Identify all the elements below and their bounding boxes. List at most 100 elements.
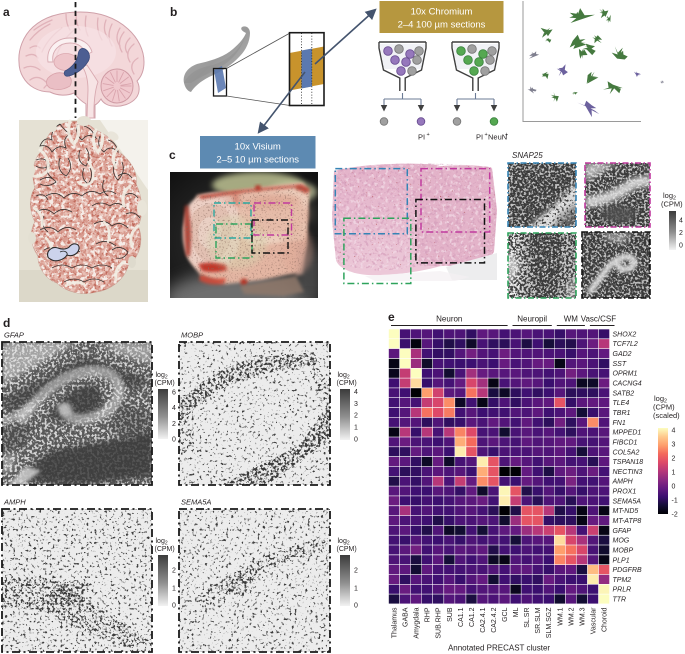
svg-text:PI: PI: [418, 133, 425, 142]
svg-text:log2: log2: [663, 191, 676, 202]
svg-text:SNAP25: SNAP25: [512, 151, 543, 160]
svg-text:ML: ML: [513, 607, 520, 617]
svg-text:Thalamus: Thalamus: [392, 607, 399, 638]
svg-text:10x Chromium: 10x Chromium: [411, 7, 473, 18]
svg-text:2: 2: [679, 230, 683, 237]
svg-text:PDGFRB: PDGFRB: [613, 567, 643, 574]
svg-text:4: 4: [679, 218, 683, 225]
svg-text:+: +: [505, 132, 508, 138]
svg-text:2–4 100 µm sections: 2–4 100 µm sections: [398, 20, 486, 31]
svg-text:TBR1: TBR1: [613, 410, 631, 417]
svg-text:MT-ND5: MT-ND5: [613, 508, 639, 515]
svg-text:2: 2: [354, 413, 358, 420]
svg-text:2: 2: [354, 568, 358, 575]
svg-text:TTR: TTR: [613, 597, 627, 604]
svg-text:MOG: MOG: [613, 538, 630, 545]
svg-text:2–5 10 µm sections: 2–5 10 µm sections: [216, 155, 299, 166]
svg-text:a: a: [3, 5, 10, 19]
svg-text:Vasc/CSF: Vasc/CSF: [581, 315, 617, 324]
svg-text:10x Visium: 10x Visium: [235, 142, 281, 153]
svg-text:-2: -2: [672, 512, 678, 519]
svg-text:PI: PI: [476, 133, 483, 142]
svg-text:1: 1: [354, 586, 358, 593]
svg-text:GFAP: GFAP: [613, 528, 632, 535]
svg-text:Choroid: Choroid: [602, 607, 609, 632]
svg-text:d: d: [3, 316, 10, 330]
svg-text:NeuN: NeuN: [488, 133, 507, 142]
svg-text:SL.SR: SL.SR: [524, 608, 531, 628]
svg-text:PRLR: PRLR: [613, 587, 632, 594]
svg-text:SHOX2: SHOX2: [613, 331, 637, 338]
svg-text:1: 1: [672, 470, 676, 477]
svg-text:WM.3: WM.3: [579, 607, 586, 625]
svg-text:OPRM1: OPRM1: [613, 371, 638, 378]
svg-text:4: 4: [354, 389, 358, 396]
svg-text:CA2.4.1: CA2.4.1: [480, 607, 487, 632]
svg-text:0: 0: [172, 603, 176, 610]
svg-text:log2: log2: [654, 394, 667, 405]
svg-text:0: 0: [354, 437, 358, 444]
svg-text:0: 0: [672, 484, 676, 491]
svg-text:MOBP: MOBP: [613, 547, 634, 554]
svg-text:+: +: [485, 132, 488, 138]
svg-text:NECTIN3: NECTIN3: [613, 469, 643, 476]
svg-text:GAD2: GAD2: [613, 351, 632, 358]
svg-text:(CPM): (CPM): [337, 546, 357, 553]
svg-text:WM.2: WM.2: [568, 607, 575, 625]
svg-text:FIBCD1: FIBCD1: [613, 439, 638, 446]
svg-text:GABA: GABA: [403, 607, 410, 627]
svg-text:SR.SLM: SR.SLM: [535, 607, 542, 633]
svg-text:2: 2: [172, 421, 176, 428]
svg-text:e: e: [388, 310, 395, 324]
svg-text:CA1.1: CA1.1: [458, 607, 465, 627]
svg-text:1: 1: [354, 425, 358, 432]
svg-text:c: c: [169, 148, 176, 162]
svg-text:log2: log2: [156, 372, 168, 381]
svg-text:b: b: [170, 5, 177, 19]
svg-text:WM: WM: [564, 315, 579, 324]
svg-text:SATB2: SATB2: [613, 390, 635, 397]
svg-text:WM.1: WM.1: [557, 607, 564, 625]
svg-text:Neuropil: Neuropil: [517, 315, 547, 324]
svg-text:SLM.SGZ: SLM.SGZ: [546, 607, 553, 638]
svg-text:0: 0: [679, 243, 683, 250]
svg-text:AMPH: AMPH: [3, 498, 26, 507]
svg-text:1: 1: [172, 586, 176, 593]
svg-text:Neuron: Neuron: [436, 315, 462, 324]
svg-text:3: 3: [354, 401, 358, 408]
svg-text:(CPM): (CPM): [337, 380, 357, 387]
svg-text:Vascular: Vascular: [590, 607, 597, 634]
svg-text:log2: log2: [338, 372, 350, 381]
svg-text:SUB.RHP: SUB.RHP: [436, 607, 443, 638]
svg-text:SEMA5A: SEMA5A: [613, 498, 642, 505]
svg-text:+: +: [427, 132, 430, 138]
svg-text:Amygdala: Amygdala: [414, 607, 421, 638]
svg-text:CA1.2: CA1.2: [469, 607, 476, 627]
svg-text:(CPM): (CPM): [155, 546, 175, 553]
svg-text:(CPM): (CPM): [155, 380, 175, 387]
svg-text:GCL: GCL: [502, 607, 509, 622]
svg-text:TCF7L2: TCF7L2: [613, 341, 638, 348]
svg-text:3: 3: [672, 442, 676, 449]
svg-text:0: 0: [354, 603, 358, 610]
svg-text:MPPED1: MPPED1: [613, 430, 642, 437]
svg-text:AMPH: AMPH: [612, 479, 634, 486]
svg-text:2: 2: [672, 456, 676, 463]
svg-text:CACNG4: CACNG4: [613, 381, 642, 388]
svg-text:GFAP: GFAP: [4, 331, 24, 340]
svg-text:SEMA5A: SEMA5A: [181, 498, 211, 507]
svg-text:PROX1: PROX1: [613, 489, 637, 496]
svg-text:COL5A2: COL5A2: [613, 449, 640, 456]
svg-text:4: 4: [672, 428, 676, 435]
svg-text:PLP1: PLP1: [613, 557, 630, 564]
svg-text:TSPAN18: TSPAN18: [613, 459, 644, 466]
svg-text:TPM2: TPM2: [613, 577, 632, 584]
svg-text:log2: log2: [338, 538, 350, 547]
svg-text:MT-ATP8: MT-ATP8: [613, 518, 642, 525]
svg-text:0: 0: [172, 437, 176, 444]
svg-text:TLE4: TLE4: [613, 400, 630, 407]
svg-text:(scaled): (scaled): [653, 411, 680, 420]
svg-text:RHP: RHP: [425, 607, 432, 622]
svg-text:log2: log2: [156, 538, 168, 547]
svg-text:SST: SST: [613, 361, 627, 368]
